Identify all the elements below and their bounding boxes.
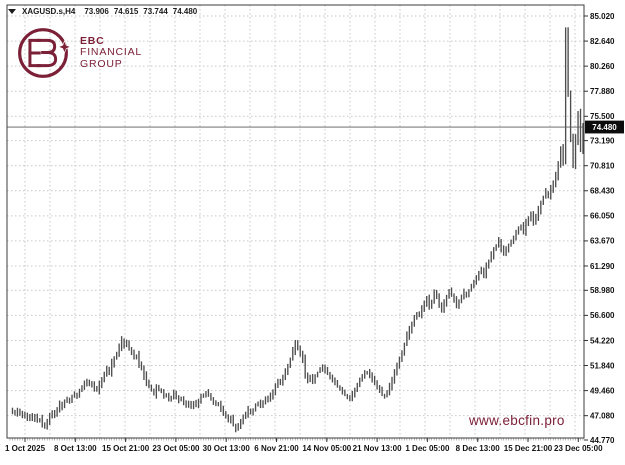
- y-axis-label: 75.500: [590, 112, 615, 121]
- x-axis-label: 8 Oct 13:00: [54, 444, 97, 453]
- logo-line-2: FINANCIAL: [80, 46, 143, 59]
- x-axis-label: 8 Dec 13:00: [456, 444, 501, 453]
- y-axis-label: 56.600: [590, 311, 615, 320]
- y-axis-label: 82.640: [590, 37, 615, 46]
- ebc-logo: EBC FINANCIAL GROUP: [15, 25, 142, 81]
- plot-border: [6, 4, 585, 439]
- y-axis-label: 85.020: [590, 12, 615, 21]
- current-price-tag: [585, 120, 624, 134]
- title-bar: XAGUSD.s,H4 73.906 74.615 73.744 74.480: [8, 6, 202, 16]
- y-axis-label: 80.260: [590, 62, 615, 71]
- x-axis-label: 23 Dec 05:00: [554, 444, 603, 453]
- symbol-label: XAGUSD.s,H4: [22, 6, 76, 16]
- y-axis-label: 44.770: [590, 436, 615, 445]
- logo-line-1: EBC: [80, 34, 105, 47]
- x-axis-label: 23 Oct 05:00: [152, 444, 200, 453]
- logo-line-3: GROUP: [80, 57, 123, 70]
- y-axis-label: 49.460: [590, 386, 615, 395]
- y-axis-label: 61.290: [590, 262, 615, 271]
- y-axis-label: 51.840: [590, 361, 615, 370]
- x-axis-label: 15 Oct 21:00: [102, 444, 150, 453]
- y-axis-label: 73.190: [590, 136, 615, 145]
- y-axis-label: 47.080: [590, 411, 615, 420]
- y-axis-label: 66.050: [590, 212, 615, 221]
- open-price: 73.906: [84, 6, 109, 16]
- ebc-logo-icon: [18, 28, 71, 78]
- y-axis-label: 68.430: [590, 187, 615, 196]
- current-price-tag-label: 74.480: [592, 123, 617, 132]
- y-axis-label: 77.880: [590, 87, 615, 96]
- x-axis-label: 15 Dec 21:00: [504, 444, 553, 453]
- x-axis-label: 14 Nov 05:00: [302, 444, 351, 453]
- y-axis-label: 70.810: [590, 161, 615, 170]
- y-axis-label: 63.670: [590, 237, 615, 246]
- watermark-url: www.ebcfin.pro: [469, 413, 565, 428]
- low-price: 73.744: [143, 6, 168, 16]
- close-price: 74.480: [172, 6, 198, 16]
- y-axis-label: 58.980: [590, 286, 615, 295]
- high-price: 74.615: [113, 6, 139, 16]
- symbol-dropdown-icon[interactable]: [8, 8, 16, 14]
- logo-text: EBC FINANCIAL GROUP: [80, 34, 143, 71]
- x-axis-label: 30 Oct 13:00: [203, 444, 251, 453]
- x-axis-label: 6 Nov 21:00: [254, 444, 299, 453]
- x-axis-label: 21 Nov 13:00: [353, 444, 402, 453]
- y-axis-label: 54.220: [590, 336, 615, 345]
- x-axis-label: 1 Oct 2025: [5, 444, 46, 453]
- x-axis-label: 1 Dec 05:00: [405, 444, 450, 453]
